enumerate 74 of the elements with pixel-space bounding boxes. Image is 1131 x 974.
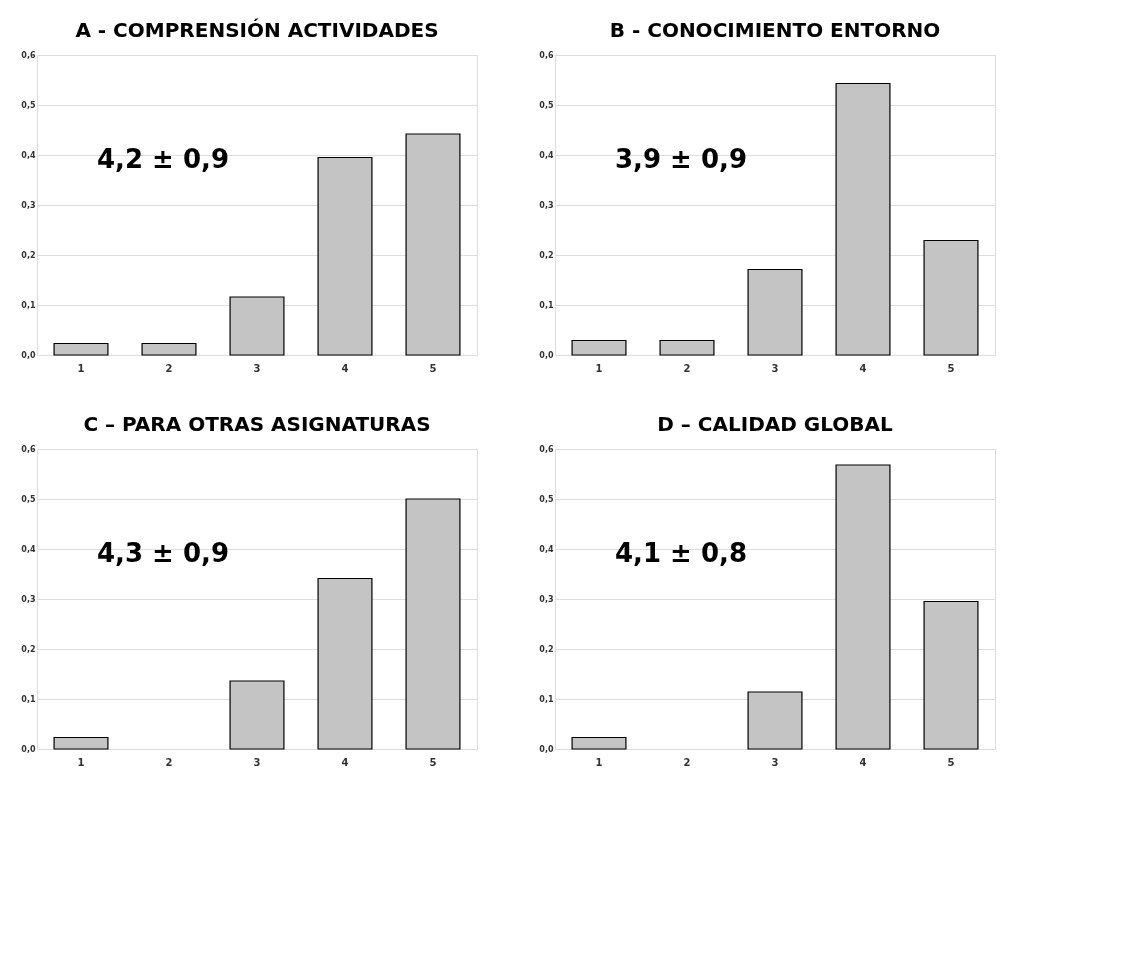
bar — [53, 342, 109, 356]
y-tick-label: 0,4 — [539, 150, 554, 160]
x-tick-label: 2 — [165, 362, 173, 374]
x-tick-label: 4 — [341, 362, 349, 374]
x-tick-label: 1 — [595, 362, 603, 374]
bar — [659, 339, 715, 356]
chart-title: B - CONOCIMIENTO ENTORNO — [609, 18, 941, 42]
bar — [835, 464, 891, 750]
x-tick-label: 5 — [947, 362, 955, 374]
x-tick-label: 4 — [341, 756, 349, 768]
y-tick-label: 0,0 — [21, 744, 36, 754]
y-tick-label: 0,5 — [539, 494, 554, 504]
x-tick-label: 2 — [683, 362, 691, 374]
x-tick-label: 3 — [771, 362, 779, 374]
x-tick-label: 4 — [859, 756, 867, 768]
y-tick-label: 0,1 — [539, 694, 554, 704]
y-tick-label: 0,6 — [21, 444, 36, 454]
x-tick-label: 3 — [771, 756, 779, 768]
x-tick-label: 5 — [947, 756, 955, 768]
chart-title: A - COMPRENSIÓN ACTIVIDADES — [75, 18, 439, 42]
bar — [747, 691, 803, 750]
bar — [923, 239, 979, 356]
bar — [835, 82, 891, 356]
y-tick-label: 0,0 — [539, 350, 554, 360]
x-tick-label: 1 — [595, 756, 603, 768]
x-tick-label: 2 — [683, 756, 691, 768]
y-tick-label: 0,4 — [21, 150, 36, 160]
chart-title: D – CALIDAD GLOBAL — [657, 412, 893, 436]
y-tick-label: 0,3 — [21, 594, 36, 604]
y-tick-label: 0,1 — [539, 300, 554, 310]
y-tick-label: 0,0 — [21, 350, 36, 360]
bar — [571, 736, 627, 750]
y-tick-label: 0,3 — [539, 594, 554, 604]
y-tick-label: 0,1 — [21, 300, 36, 310]
x-tick-label: 1 — [77, 362, 85, 374]
x-tick-label: 3 — [253, 756, 261, 768]
y-tick-label: 0,6 — [539, 444, 554, 454]
x-tick-label: 1 — [77, 756, 85, 768]
bar — [405, 133, 461, 356]
y-tick-label: 0,6 — [21, 50, 36, 60]
bar — [317, 577, 373, 750]
x-tick-label: 4 — [859, 362, 867, 374]
bar — [229, 296, 285, 356]
y-tick-label: 0,0 — [539, 744, 554, 754]
y-tick-label: 0,4 — [21, 544, 36, 554]
annotation: 3,9 ± 0,9 — [615, 144, 748, 174]
y-tick-label: 0,5 — [21, 100, 36, 110]
annotation: 4,3 ± 0,9 — [97, 538, 230, 568]
bar — [317, 156, 373, 356]
annotation: 4,2 ± 0,9 — [97, 144, 230, 174]
y-tick-label: 0,6 — [539, 50, 554, 60]
bar — [141, 342, 197, 356]
bar — [405, 498, 461, 750]
bar — [229, 680, 285, 750]
bar — [53, 736, 109, 750]
annotation: 4,1 ± 0,8 — [615, 538, 748, 568]
y-tick-label: 0,2 — [539, 250, 554, 260]
chart-title: C – PARA OTRAS ASIGNATURAS — [83, 412, 431, 436]
y-tick-label: 0,5 — [539, 100, 554, 110]
bar — [747, 268, 803, 356]
y-tick-label: 0,4 — [539, 544, 554, 554]
y-tick-label: 0,3 — [21, 200, 36, 210]
y-tick-label: 0,2 — [21, 644, 36, 654]
bar — [923, 600, 979, 750]
x-tick-label: 5 — [429, 362, 437, 374]
x-tick-label: 3 — [253, 362, 261, 374]
y-tick-label: 0,2 — [21, 250, 36, 260]
y-tick-label: 0,3 — [539, 200, 554, 210]
bar — [571, 339, 627, 356]
y-tick-label: 0,1 — [21, 694, 36, 704]
y-tick-label: 0,2 — [539, 644, 554, 654]
x-tick-label: 5 — [429, 756, 437, 768]
y-tick-label: 0,5 — [21, 494, 36, 504]
x-tick-label: 2 — [165, 756, 173, 768]
